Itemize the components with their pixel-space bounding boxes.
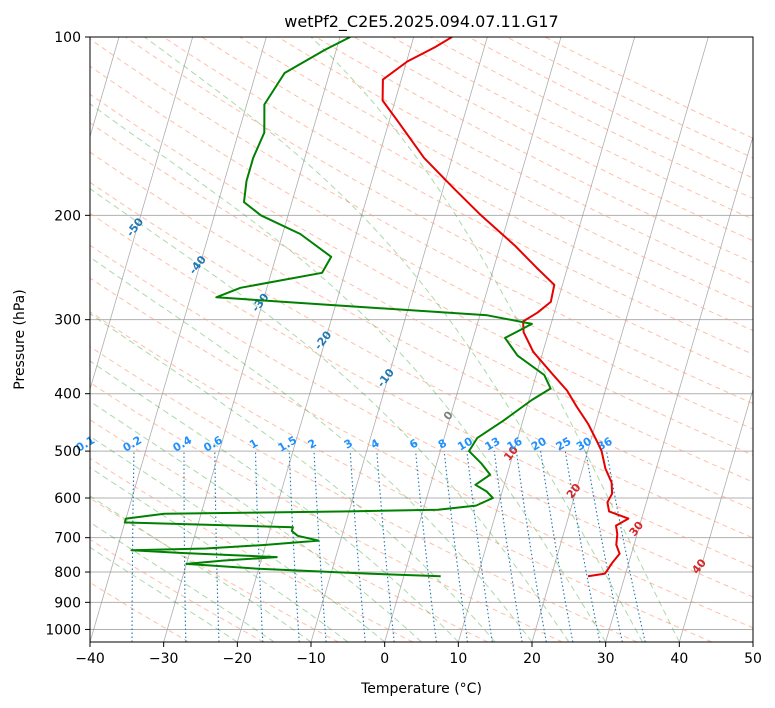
y-tick-label: 500	[54, 444, 81, 460]
dry-adiabat-line	[90, 151, 753, 511]
y-tick-label: 200	[54, 208, 81, 224]
isotherm-line	[90, 37, 267, 642]
x-tick-label: 10	[449, 651, 467, 667]
isotherm-line	[678, 387, 753, 642]
x-tick-label: 50	[744, 651, 762, 667]
y-tick-label: 600	[54, 491, 81, 507]
x-tick-label: 40	[670, 651, 688, 667]
x-tick-label: −10	[296, 651, 326, 667]
dry-adiabat-line	[90, 38, 753, 405]
x-axis: −40 −30 −20 −10 0 10 20 30 40 50	[75, 642, 762, 667]
mixing-ratio-line	[466, 451, 493, 642]
dry-adiabat-line	[90, 382, 563, 642]
y-tick-label: 700	[54, 531, 81, 547]
temperature-profile-line	[381, 37, 630, 578]
sounding-profiles	[123, 37, 630, 578]
x-tick-label: −30	[149, 651, 179, 667]
moist-adiabat-line	[90, 256, 533, 642]
isotherm-line	[531, 37, 709, 642]
moist-adiabat-line	[144, 37, 643, 642]
dry-adiabat-line	[90, 122, 753, 483]
dry-adiabat-line	[90, 244, 753, 598]
mixing-ratio-line	[493, 451, 523, 642]
isotherm-line	[163, 37, 341, 642]
y-tick-label: 800	[54, 565, 81, 581]
isotherm-line	[384, 37, 562, 642]
mixing-ratio-line	[564, 451, 601, 642]
moist-adiabat-line	[90, 103, 607, 642]
moist-adiabat-line	[90, 360, 459, 642]
x-tick-label: −40	[75, 651, 105, 667]
isotherm-line	[457, 37, 636, 642]
dry-adiabat-line	[468, 37, 753, 179]
dry-adiabat-line	[353, 37, 753, 242]
isotherm-line	[90, 37, 194, 391]
mixing-ratio-line	[443, 451, 469, 642]
x-tick-label: 0	[380, 651, 389, 667]
moist-adiabat-line	[90, 313, 496, 642]
y-tick-label: 300	[54, 313, 81, 329]
dry-adiabat-line	[544, 37, 753, 139]
mixing-ratio-line	[540, 451, 574, 642]
y-axis: 100 200 300 400 500 600 700 800 900 1000	[45, 30, 90, 638]
y-tick-label: 1000	[45, 622, 81, 638]
dry-adiabat-line	[163, 37, 753, 355]
isotherm-line	[236, 37, 415, 642]
y-tick-label: 400	[54, 387, 81, 403]
plot-frame	[89, 36, 754, 643]
plot-area	[90, 37, 753, 642]
moist-adiabat-line	[90, 495, 312, 642]
x-axis-title: Temperature (°C)	[360, 681, 482, 697]
dry-adiabat-line	[90, 212, 753, 568]
moist-adiabat-line	[90, 467, 349, 642]
x-tick-label: −20	[223, 651, 253, 667]
moist-adiabat-line	[90, 188, 570, 642]
dry-adiabat-line	[125, 37, 753, 380]
dry-adiabat-line	[201, 37, 753, 332]
dry-adiabat-line	[90, 277, 753, 629]
y-tick-label: 900	[54, 595, 81, 611]
x-tick-label: 20	[523, 651, 541, 667]
y-tick-label: 100	[54, 30, 81, 46]
dry-adiabat-line	[90, 181, 753, 539]
chart-title: wetPf2_C2E5.2025.094.07.11.G17	[284, 12, 558, 32]
x-tick-label: 30	[597, 651, 615, 667]
mixing-ratio-line	[415, 451, 437, 642]
mixing-ratio-line	[585, 451, 623, 642]
background-lines	[90, 37, 753, 642]
moist-adiabat-line	[90, 400, 422, 642]
y-axis-title: Pressure (hPa)	[12, 289, 28, 389]
mixing-ratio-line	[605, 450, 646, 642]
dewpoint-profile-line	[123, 37, 552, 578]
mixing-ratio-line	[515, 451, 547, 642]
dry-adiabat-line	[90, 538, 264, 642]
moist-adiabat-line	[310, 37, 680, 642]
